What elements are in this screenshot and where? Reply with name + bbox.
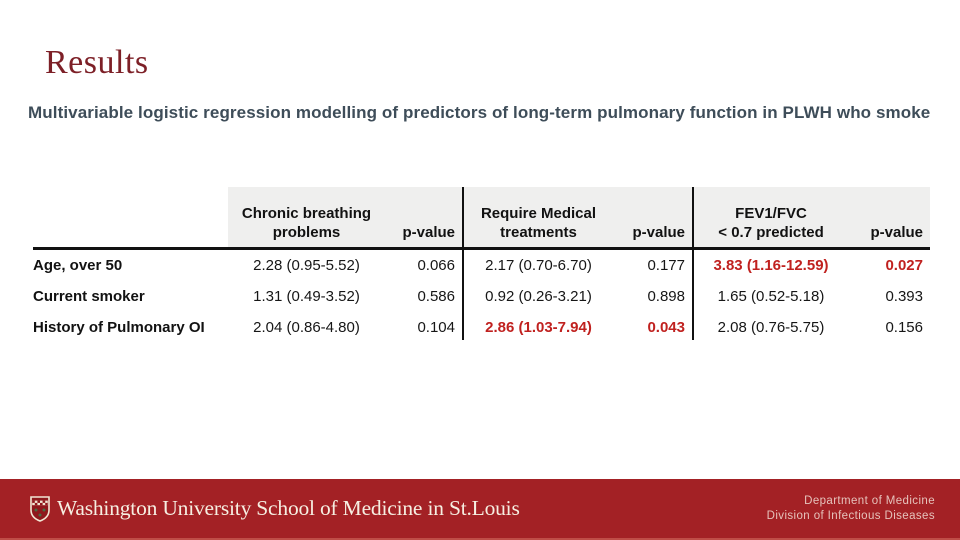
odds-ratio-cell: 0.92 (0.26-3.21) bbox=[485, 288, 592, 305]
table-header-row: Chronic breathing problems p-value Requi… bbox=[33, 187, 930, 247]
column-group-divider bbox=[692, 187, 694, 340]
pvalue-column-header: p-value bbox=[402, 224, 455, 241]
odds-ratio-cell: 2.17 (0.70-6.70) bbox=[485, 257, 592, 274]
row-label: Current smoker bbox=[33, 288, 145, 305]
odds-ratio-cell: 1.31 (0.49-3.52) bbox=[253, 288, 360, 305]
department-text: Department of Medicine Division of Infec… bbox=[767, 494, 935, 524]
department-line1: Department of Medicine bbox=[804, 494, 935, 507]
column-header-line1: Require Medical bbox=[480, 205, 597, 222]
column-header-line1: Chronic breathing bbox=[241, 205, 372, 222]
pvalue-cell: 0.027 bbox=[885, 257, 923, 274]
odds-ratio-cell: 2.08 (0.76-5.75) bbox=[717, 319, 825, 336]
header-divider-line bbox=[33, 247, 930, 250]
footer-bar: Washington University School of Medicine… bbox=[0, 479, 960, 540]
slide-title: Results bbox=[45, 44, 149, 81]
column-header: FEV1/FVC < 0.7 predicted bbox=[692, 204, 850, 242]
department-line2: Division of Infectious Diseases bbox=[766, 509, 935, 522]
column-group-chronic-breathing: Chronic breathing problems p-value bbox=[228, 187, 462, 247]
washu-shield-icon bbox=[30, 495, 50, 522]
pvalue-column-header: p-value bbox=[632, 224, 685, 241]
pvalue-cell: 0.393 bbox=[885, 288, 923, 305]
table-header-label-spacer bbox=[33, 187, 228, 247]
odds-ratio-cell: 2.86 (1.03-7.94) bbox=[485, 319, 592, 336]
pvalue-cell: 0.898 bbox=[647, 288, 685, 305]
table-row: History of Pulmonary OI 2.04 (0.86-4.80)… bbox=[33, 312, 930, 343]
odds-ratio-cell: 1.65 (0.52-5.18) bbox=[717, 288, 825, 305]
slide-subtitle: Multivariable logistic regression modell… bbox=[28, 103, 931, 122]
column-header-line1: FEV1/FVC bbox=[735, 205, 807, 222]
odds-ratio-cell: 2.28 (0.95-5.52) bbox=[253, 257, 360, 274]
pvalue-cell: 0.177 bbox=[647, 257, 685, 274]
pvalue-cell: 0.043 bbox=[647, 319, 685, 336]
results-table: Chronic breathing problems p-value Requi… bbox=[33, 187, 930, 343]
column-header-line2: treatments bbox=[500, 224, 577, 241]
row-label: Age, over 50 bbox=[33, 257, 123, 274]
column-group-divider bbox=[462, 187, 464, 340]
column-header-line2: < 0.7 predicted bbox=[718, 224, 824, 241]
odds-ratio-cell: 3.83 (1.16-12.59) bbox=[713, 257, 829, 274]
column-header: Require Medical treatments bbox=[462, 204, 615, 242]
column-header: Chronic breathing problems bbox=[228, 204, 385, 242]
column-header-line2: problems bbox=[272, 224, 341, 241]
pvalue-column-header: p-value bbox=[870, 224, 923, 241]
table-row: Age, over 50 2.28 (0.95-5.52) 0.066 2.17… bbox=[33, 250, 930, 281]
column-group-medical-treatments: Require Medical treatments p-value bbox=[462, 187, 692, 247]
pvalue-cell: 0.066 bbox=[417, 257, 455, 274]
column-group-fev1-fvc: FEV1/FVC < 0.7 predicted p-value bbox=[692, 187, 930, 247]
table-row: Current smoker 1.31 (0.49-3.52) 0.586 0.… bbox=[33, 281, 930, 312]
odds-ratio-cell: 2.04 (0.86-4.80) bbox=[253, 319, 360, 336]
row-label: History of Pulmonary OI bbox=[33, 319, 205, 336]
washu-wordmark: Washington University School of Medicine… bbox=[57, 496, 520, 520]
pvalue-cell: 0.104 bbox=[417, 319, 455, 336]
pvalue-cell: 0.586 bbox=[417, 288, 455, 305]
pvalue-cell: 0.156 bbox=[885, 319, 923, 336]
